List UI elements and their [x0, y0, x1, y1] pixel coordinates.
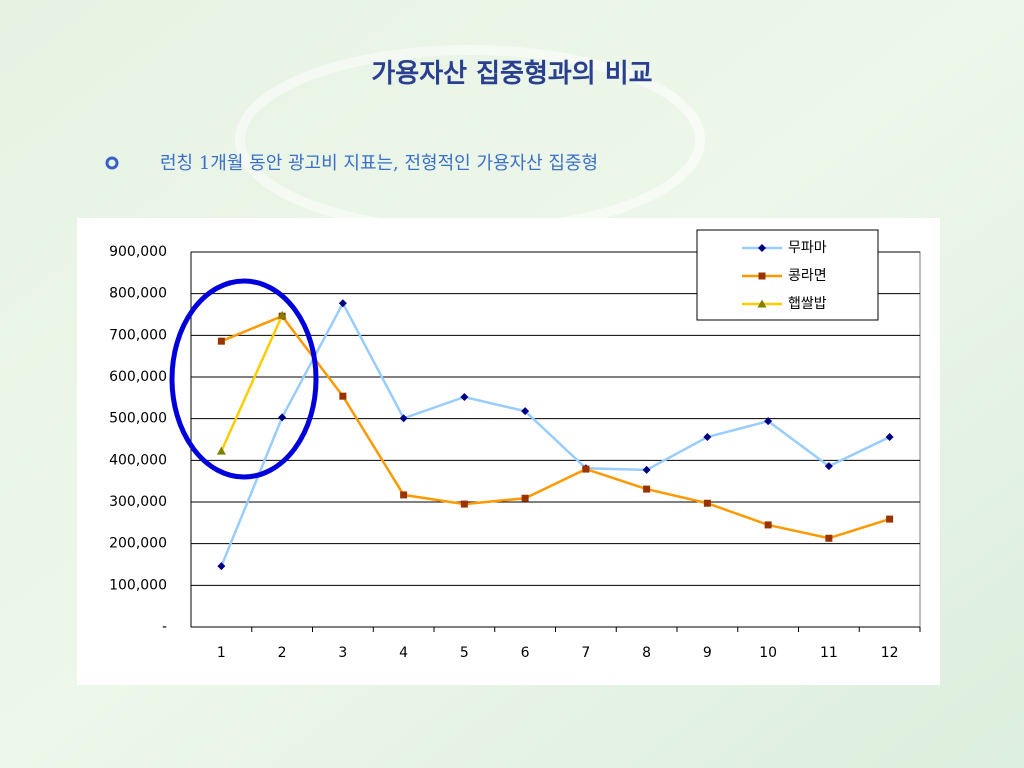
bullet-text: 런칭 1개월 동안 광고비 지표는, 전형적인 가용자산 집중형 [160, 153, 598, 174]
y-tick-label: 800,000 [109, 286, 167, 302]
legend-box [696, 229, 879, 321]
marker [277, 310, 287, 319]
y-tick-label: 300,000 [109, 494, 167, 510]
marker [643, 485, 651, 493]
x-tick-label: 7 [581, 645, 590, 661]
y-tick-label: 700,000 [109, 327, 167, 343]
marker [217, 562, 226, 571]
chart: - 100,000 200,000 300,000 400,000 500,000 600,… [109, 229, 921, 661]
marker [521, 407, 530, 416]
x-tick-label: 9 [703, 645, 712, 661]
legend-label: 무파마 [788, 240, 827, 256]
x-tick-label: 3 [338, 645, 347, 661]
marker [642, 465, 651, 474]
x-tick-label: 12 [881, 645, 899, 661]
slide-title: 가용자산 집중형과의 비교 [371, 59, 652, 89]
marker [825, 534, 833, 542]
marker [339, 392, 347, 400]
x-tick-label: 6 [521, 645, 530, 661]
marker [338, 299, 347, 308]
marker [399, 414, 408, 423]
marker [460, 393, 469, 401]
marker [582, 465, 590, 473]
legend-label: 콩라면 [788, 268, 827, 284]
highlight-ellipse [169, 278, 319, 480]
x-tick-label: 2 [278, 645, 287, 661]
x-tick-label: 10 [759, 645, 777, 661]
marker [703, 433, 712, 441]
y-tick-label: 900,000 [109, 244, 167, 260]
legend-marker [758, 244, 766, 252]
marker [278, 413, 287, 422]
x-tick-label: 5 [460, 645, 469, 661]
series-line [220, 314, 891, 540]
marker [885, 433, 894, 441]
marker [764, 521, 772, 529]
series-line [220, 314, 284, 452]
x-tick-label: 4 [399, 645, 408, 661]
marker [886, 515, 894, 523]
x-tick-label: 1 [217, 645, 226, 661]
marker [521, 494, 529, 502]
marker [703, 499, 711, 507]
marker [216, 446, 226, 455]
marker [217, 337, 225, 345]
y-tick-label: 400,000 [109, 452, 167, 468]
marker [460, 500, 468, 508]
y-tick-label: 600,000 [109, 369, 167, 385]
y-tick-label: - [162, 619, 167, 635]
y-tick-label: 100,000 [109, 577, 167, 593]
y-tick-label: 500,000 [109, 411, 167, 427]
marker [400, 491, 408, 499]
series-line [220, 300, 891, 567]
marker [764, 417, 773, 426]
y-tick-label: 200,000 [109, 536, 167, 552]
x-tick-label: 8 [642, 645, 651, 661]
legend-marker [758, 272, 766, 280]
bullet-icon [105, 156, 119, 170]
legend-marker [757, 299, 767, 308]
marker [824, 462, 833, 471]
x-tick-label: 11 [820, 645, 838, 661]
legend-label: 햅쌀밥 [788, 296, 827, 312]
